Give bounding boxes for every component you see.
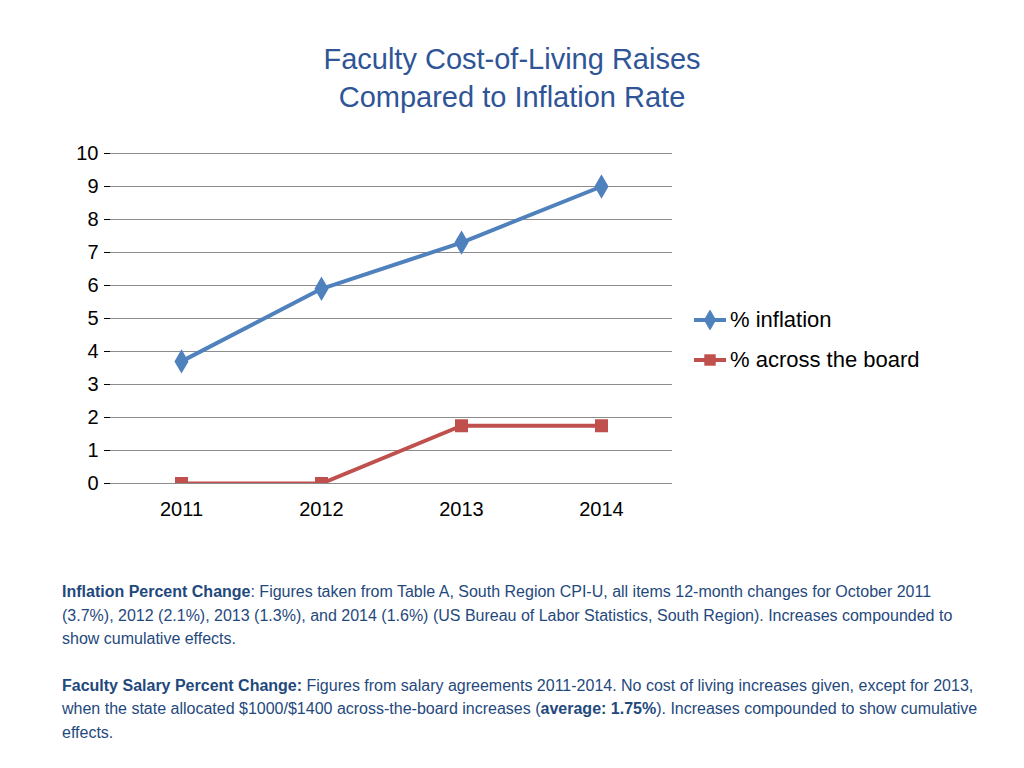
svg-text:1: 1 <box>87 439 98 461</box>
svg-text:10: 10 <box>76 142 98 164</box>
svg-text:7: 7 <box>87 241 98 263</box>
svg-text:8: 8 <box>87 208 98 230</box>
html-text:% inflation: % inflation <box>730 307 832 332</box>
svg-text:3: 3 <box>87 373 98 395</box>
svg-text:0: 0 <box>87 472 98 494</box>
svg-text:2012: 2012 <box>299 498 344 520</box>
html-text:Inflation Percent Change: Figu: Inflation Percent Change: Figures taken … <box>62 583 953 647</box>
svg-text:4: 4 <box>87 340 98 362</box>
svg-text:2013: 2013 <box>439 498 484 520</box>
svg-text:9: 9 <box>87 175 98 197</box>
svg-text:6: 6 <box>87 274 98 296</box>
svg-text:5: 5 <box>87 307 98 329</box>
svg-text:2: 2 <box>87 406 98 428</box>
svg-text:2011: 2011 <box>160 498 203 520</box>
html-text:Faculty Salary Percent Change:: Faculty Salary Percent Change: Figures f… <box>62 676 978 741</box>
svg-text:2014: 2014 <box>579 498 624 520</box>
html-text:Faculty Cost-of-Living Raises: Faculty Cost-of-Living Raises <box>323 43 701 75</box>
html-text:% across the board: % across the board <box>730 347 920 372</box>
html-text:Compared to Inflation Rate: Compared to Inflation Rate <box>338 81 686 113</box>
